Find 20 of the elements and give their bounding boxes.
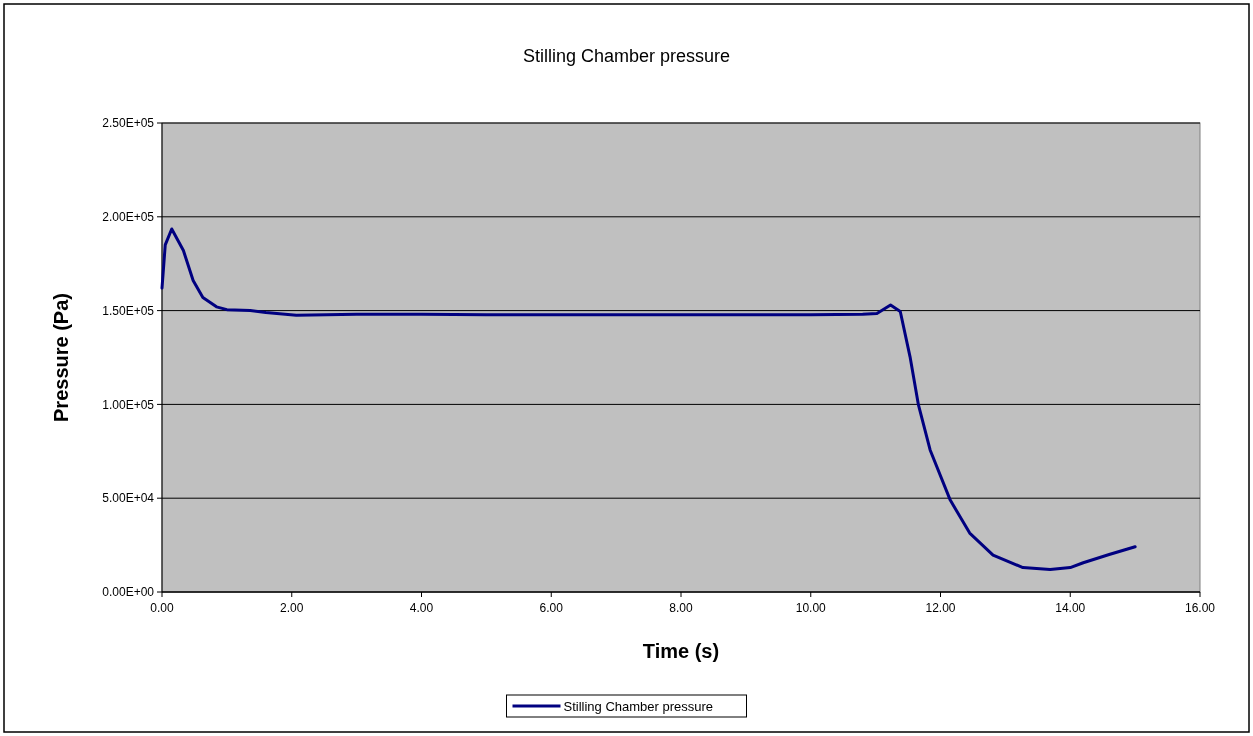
x-tick-label: 16.00: [1184, 601, 1216, 615]
y-tick-label: 1.50E+05: [102, 303, 155, 318]
x-tick-label: 2.00: [280, 601, 304, 615]
chart-title: Stilling Chamber pressure: [522, 46, 731, 66]
x-tick-label: 10.00: [795, 601, 827, 615]
y-tick-label: 2.00E+05: [102, 210, 155, 224]
y-axis-title: Pressure (Pa): [50, 293, 72, 422]
x-tick-label: 8.00: [669, 601, 693, 615]
x-tick-label: 6.00: [539, 601, 564, 615]
x-tick-label: 4.00: [409, 601, 434, 615]
legend-label: Stilling Chamber pressure: [563, 698, 714, 714]
x-axis-title: Time (s): [642, 640, 720, 662]
y-tick-label: 2.50E+05: [102, 116, 155, 131]
x-tick-label: 0.00: [150, 601, 174, 615]
line-series: [160, 227, 1137, 571]
y-tick-label: 0.00E+00: [102, 585, 155, 600]
x-tick-label: 12.00: [925, 601, 956, 615]
y-tick-label: 1.00E+05: [102, 397, 155, 412]
y-tick-label: 5.00E+04: [102, 491, 155, 506]
x-tick-label: 14.00: [1055, 601, 1086, 615]
